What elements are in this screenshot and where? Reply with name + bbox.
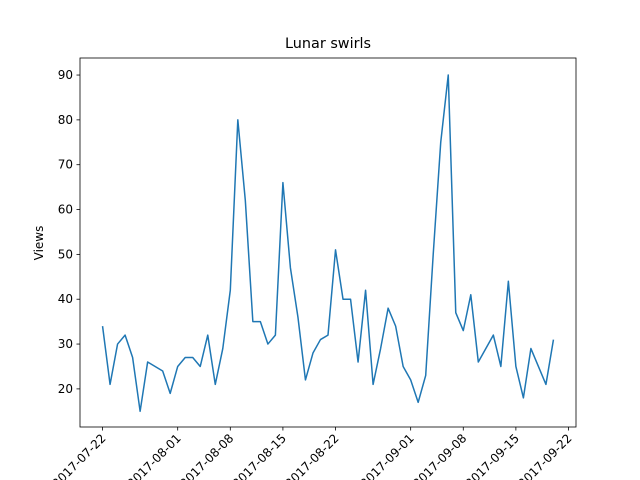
line-series — [101, 74, 555, 413]
chart-title: Lunar swirls — [285, 36, 371, 52]
y-axis-label: Views — [32, 226, 46, 261]
y-tick-label: 80 — [58, 113, 73, 127]
plot-frame — [79, 57, 577, 428]
y-tick-label: 90 — [58, 68, 73, 82]
y-tick-label: 70 — [58, 158, 73, 172]
y-tick-label: 30 — [58, 337, 73, 351]
y-tick-label: 40 — [58, 292, 73, 306]
y-tick-label: 50 — [58, 247, 73, 261]
y-tick-label: 20 — [58, 382, 73, 396]
y-tick-label: 60 — [58, 203, 73, 217]
